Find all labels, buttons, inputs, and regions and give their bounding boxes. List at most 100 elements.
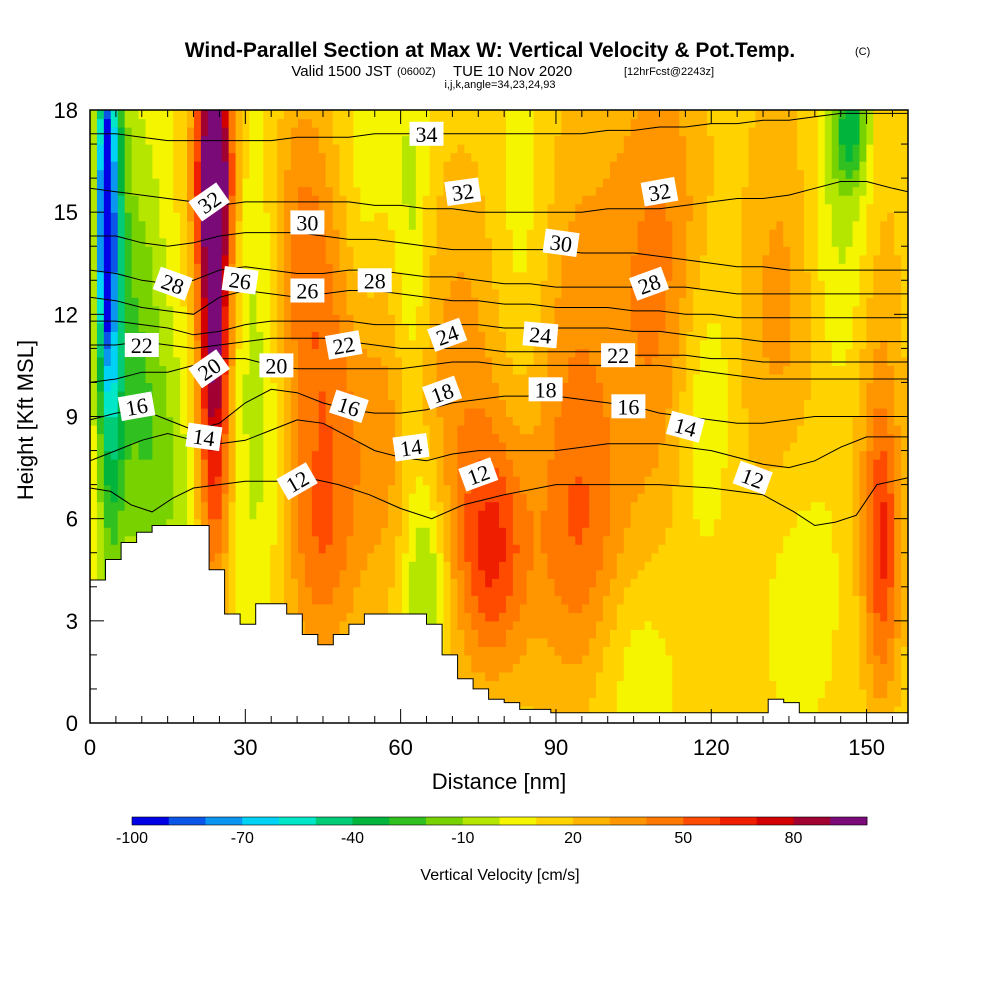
velocity-cell: [519, 586, 528, 596]
velocity-cell: [242, 229, 251, 239]
velocity-cell: [284, 416, 292, 426]
velocity-cell: [318, 373, 327, 384]
velocity-cell: [277, 518, 285, 528]
velocity-cell: [512, 212, 521, 222]
velocity-cell: [471, 578, 479, 588]
velocity-cell: [346, 450, 355, 460]
velocity-cell: [145, 382, 153, 392]
velocity-cell: [381, 603, 389, 613]
velocity-cell: [436, 356, 445, 367]
velocity-cell: [485, 450, 493, 460]
velocity-cell: [540, 603, 549, 613]
velocity-cell: [166, 450, 174, 460]
velocity-cell: [505, 561, 514, 571]
velocity-cell: [492, 314, 500, 324]
velocity-cell: [554, 620, 562, 630]
velocity-cell: [270, 348, 278, 358]
velocity-cell: [499, 229, 507, 239]
velocity-cell: [228, 297, 237, 307]
velocity-cell: [187, 399, 195, 409]
velocity-cell: [478, 305, 486, 315]
velocity-cell: [540, 314, 549, 324]
velocity-cell: [180, 399, 188, 409]
velocity-cell: [187, 237, 195, 247]
velocity-cell: [533, 229, 542, 239]
velocity-cell: [214, 544, 223, 554]
velocity-cell: [443, 271, 452, 281]
velocity-cell: [249, 127, 257, 137]
velocity-cell: [367, 501, 375, 511]
velocity-cell: [401, 280, 410, 290]
velocity-cell: [346, 467, 355, 477]
velocity-cell: [110, 399, 119, 409]
velocity-cell: [422, 254, 431, 264]
velocity-cell: [235, 356, 244, 367]
velocity-cell: [284, 450, 292, 460]
velocity-cell: [374, 595, 382, 605]
velocity-cell: [526, 442, 535, 452]
velocity-cell: [339, 450, 348, 460]
velocity-cell: [110, 271, 119, 281]
velocity-cell: [242, 527, 251, 537]
velocity-cell: [180, 382, 188, 392]
velocity-cell: [311, 501, 320, 511]
velocity-cell: [166, 127, 174, 137]
velocity-cell: [284, 254, 292, 264]
velocity-cell: [457, 305, 465, 315]
velocity-cell: [408, 459, 417, 469]
velocity-cell: [318, 535, 327, 545]
velocity-cell: [270, 459, 278, 469]
velocity-cell: [422, 569, 431, 579]
velocity-cell: [360, 578, 368, 588]
velocity-cell: [415, 569, 424, 579]
velocity-cell: [492, 493, 500, 503]
velocity-cell: [325, 314, 334, 324]
velocity-cell: [547, 425, 556, 435]
velocity-cell: [187, 229, 195, 239]
velocity-cell: [547, 697, 556, 707]
velocity-cell: [297, 195, 306, 205]
velocity-cell: [263, 144, 271, 154]
velocity-cell: [505, 314, 514, 324]
velocity-cell: [526, 127, 535, 137]
velocity-cell: [547, 118, 556, 128]
velocity-cell: [145, 297, 153, 307]
velocity-cell: [180, 467, 188, 477]
velocity-cell: [485, 620, 493, 630]
velocity-cell: [374, 535, 382, 545]
velocity-cell: [367, 195, 375, 205]
velocity-cell: [471, 220, 479, 230]
velocity-cell: [367, 476, 375, 486]
velocity-cell: [124, 280, 133, 290]
velocity-cell: [353, 561, 361, 571]
velocity-cell: [207, 271, 216, 281]
velocity-cell: [173, 118, 181, 128]
velocity-cell: [235, 484, 244, 494]
velocity-cell: [138, 254, 147, 264]
velocity-cell: [277, 390, 285, 401]
velocity-cell: [388, 382, 396, 392]
velocity-cell: [235, 527, 244, 537]
velocity-cell: [214, 110, 223, 120]
velocity-cell: [152, 373, 160, 384]
velocity-cell: [242, 476, 251, 486]
velocity-cell: [395, 459, 403, 469]
velocity-cell: [221, 518, 230, 528]
velocity-cell: [492, 433, 500, 443]
velocity-cell: [339, 578, 348, 588]
velocity-cell: [277, 186, 285, 196]
velocity-cell: [145, 476, 153, 486]
velocity-cell: [103, 322, 112, 332]
velocity-cell: [415, 416, 424, 426]
velocity-cell: [180, 220, 188, 230]
velocity-cell: [464, 305, 472, 315]
velocity-cell: [422, 493, 431, 503]
velocity-cell: [512, 697, 521, 707]
velocity-cell: [512, 467, 521, 477]
velocity-cell: [526, 603, 535, 613]
velocity-cell: [464, 569, 472, 579]
velocity-cell: [554, 169, 562, 179]
velocity-cell: [464, 544, 472, 554]
velocity-cell: [96, 416, 105, 426]
velocity-cell: [395, 476, 403, 486]
